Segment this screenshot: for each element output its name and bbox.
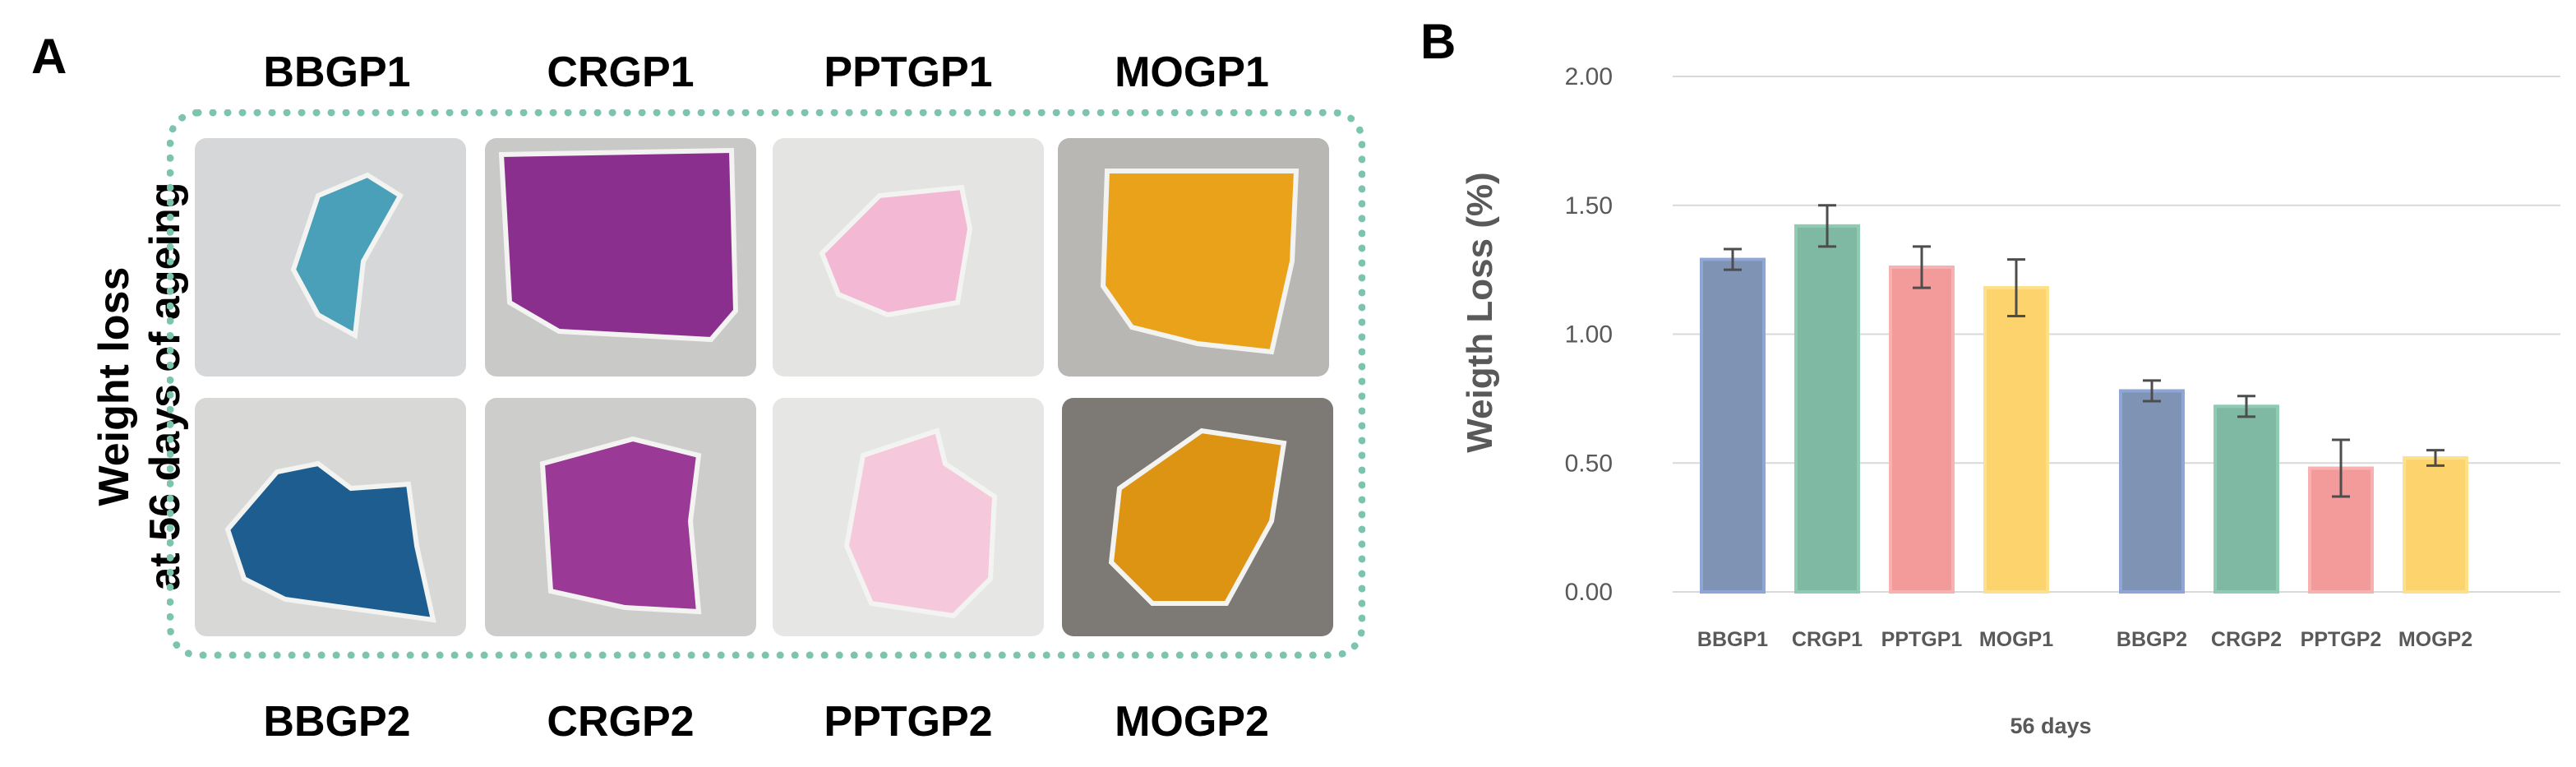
- sample-photo-mogp2: [1062, 398, 1333, 636]
- x-category-label: BBGP1: [1697, 628, 1768, 651]
- x-category-label: BBGP2: [2117, 628, 2187, 651]
- x-category-label: PPTGP2: [2301, 628, 2382, 651]
- sample-photo-pptgp1: [773, 138, 1044, 377]
- bar-bbgp2: [2119, 389, 2185, 594]
- bar-pptgp1: [1889, 265, 1955, 594]
- bottom-label-1: BBGP2: [263, 698, 411, 746]
- bar-mogp2: [2403, 455, 2468, 594]
- x-axis-title: 56 days: [2010, 714, 2091, 738]
- bar-crgp1: [1794, 224, 1860, 594]
- panel-b-letter: B: [1420, 14, 1457, 69]
- x-category-label: CRGP2: [2211, 628, 2282, 651]
- bar-crgp2: [2214, 404, 2279, 594]
- sample-photo-mogp1: [1058, 138, 1329, 377]
- bottom-label-4: MOGP2: [1115, 698, 1269, 746]
- top-label-3: PPTGP1: [824, 49, 993, 96]
- y-tick-label: 1.00: [1565, 321, 1613, 349]
- y-axis-title: Weigth Loss (%): [1460, 172, 1500, 452]
- y-tick-label: 1.50: [1565, 192, 1613, 219]
- sample-photo-crgp2: [485, 398, 756, 636]
- x-category-label: MOGP2: [2398, 628, 2472, 651]
- sample-photo-crgp1: [485, 138, 756, 377]
- x-category-label: CRGP1: [1792, 628, 1863, 651]
- sample-photo-pptgp2: [773, 398, 1044, 636]
- y-tick-label: 2.00: [1565, 63, 1613, 90]
- y-tick-label: 0.00: [1565, 579, 1613, 606]
- top-label-2: CRGP1: [547, 49, 695, 96]
- top-label-1: BBGP1: [263, 49, 411, 96]
- bar-mogp1: [1983, 286, 2049, 594]
- sample-frame: [167, 109, 1365, 658]
- bottom-label-3: PPTGP2: [824, 698, 993, 746]
- panel-a-letter: A: [31, 29, 67, 84]
- sample-photo-bbgp2: [195, 398, 466, 636]
- top-label-4: MOGP1: [1115, 49, 1269, 96]
- x-category-label: MOGP1: [1979, 628, 2053, 651]
- bottom-label-2: CRGP2: [547, 698, 695, 746]
- x-category-label: PPTGP1: [1881, 628, 1963, 651]
- y-tick-label: 0.50: [1565, 450, 1613, 477]
- bar-bbgp1: [1700, 257, 1766, 594]
- sample-photo-bbgp1: [195, 138, 466, 377]
